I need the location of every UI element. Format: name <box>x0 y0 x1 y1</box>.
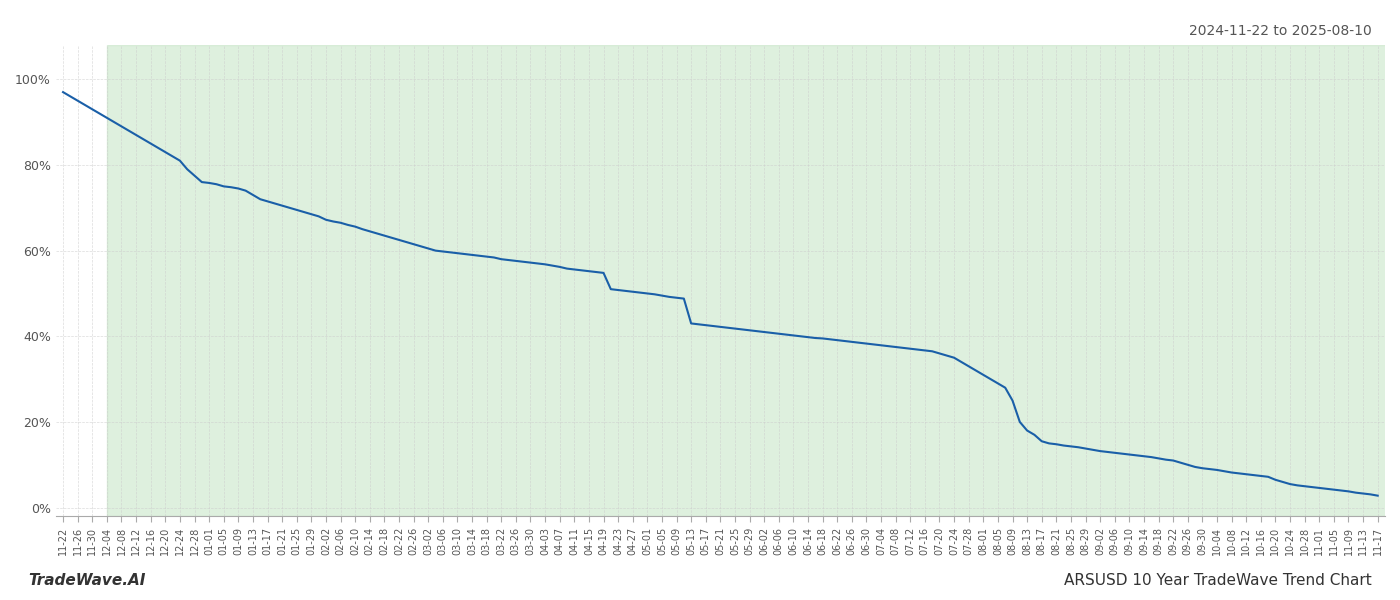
Text: ARSUSD 10 Year TradeWave Trend Chart: ARSUSD 10 Year TradeWave Trend Chart <box>1064 573 1372 588</box>
Text: 2024-11-22 to 2025-08-10: 2024-11-22 to 2025-08-10 <box>1189 24 1372 38</box>
Text: TradeWave.AI: TradeWave.AI <box>28 573 146 588</box>
